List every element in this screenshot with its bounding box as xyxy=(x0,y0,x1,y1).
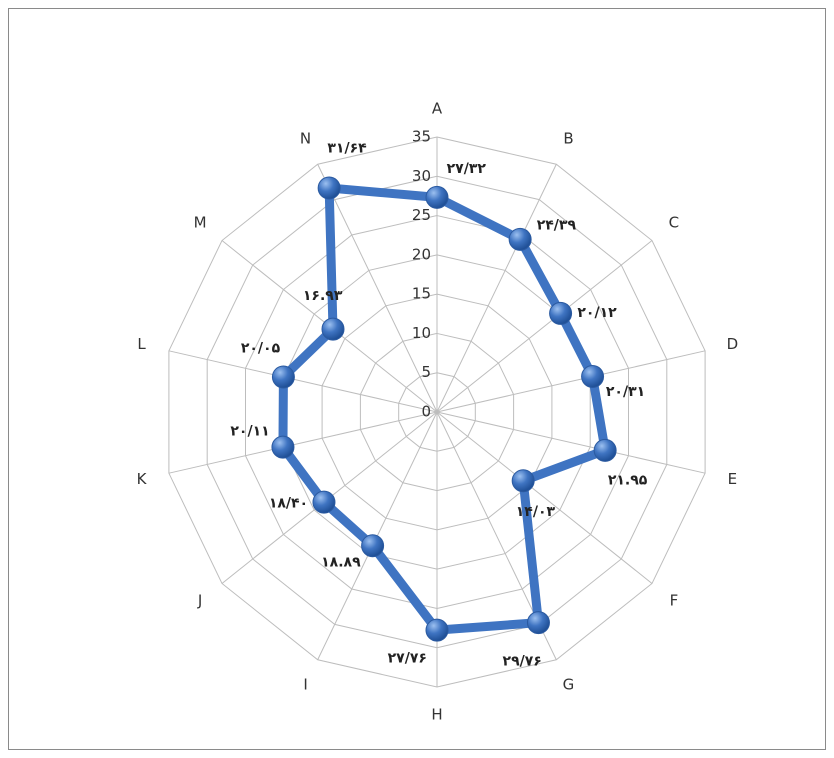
y-tick-label: 35 xyxy=(412,128,431,146)
y-tick-label: 15 xyxy=(412,285,431,303)
category-label: N xyxy=(300,130,311,148)
value-label: ۲۰/۱۱ xyxy=(230,424,269,440)
category-label: H xyxy=(431,706,442,724)
value-label: ۲۹/۷۶ xyxy=(503,654,542,670)
data-point xyxy=(425,185,449,209)
y-tick-label: 10 xyxy=(412,324,431,342)
category-label: C xyxy=(669,214,679,232)
value-label: ۱۶.۹۳ xyxy=(303,288,343,304)
data-point xyxy=(549,301,573,325)
value-label: ۱۴/۰۳ xyxy=(516,504,556,520)
spoke xyxy=(168,350,438,413)
category-label: D xyxy=(727,335,739,353)
data-point xyxy=(361,534,385,558)
data-point xyxy=(593,438,617,462)
value-label: ۲۰/۰۵ xyxy=(241,341,281,357)
category-label: A xyxy=(432,100,443,118)
data-point xyxy=(271,435,295,459)
value-label: ۲۰/۳۱ xyxy=(606,384,645,400)
y-tick-label: 25 xyxy=(412,206,431,224)
spoke xyxy=(436,411,706,474)
y-tick-label: 20 xyxy=(412,245,431,263)
data-point xyxy=(321,317,345,341)
spoke xyxy=(317,164,438,413)
value-label: ۲۷/۷۶ xyxy=(388,650,427,666)
value-label: ۱۸.۸۹ xyxy=(321,554,361,570)
category-label: M xyxy=(194,214,207,232)
category-label: B xyxy=(563,130,573,148)
value-label: ۱۸/۴۰ xyxy=(269,496,308,512)
data-point xyxy=(425,618,449,642)
data-point xyxy=(508,227,532,251)
data-point xyxy=(271,365,295,389)
value-label: ۲۱.۹۵ xyxy=(608,472,648,488)
data-point xyxy=(317,176,341,200)
data-point xyxy=(511,469,535,493)
y-tick-label: 0 xyxy=(421,403,431,421)
spoke xyxy=(168,411,438,474)
category-label: I xyxy=(303,675,307,693)
value-label: ۲۷/۳۲ xyxy=(447,161,487,177)
category-label: L xyxy=(137,335,146,353)
category-label: G xyxy=(563,675,575,693)
category-label: E xyxy=(728,470,737,488)
value-label: ۳۱/۶۴ xyxy=(327,140,367,156)
spoke xyxy=(436,350,706,413)
spoke xyxy=(436,240,653,413)
y-tick-label: 30 xyxy=(412,167,431,185)
category-label: J xyxy=(197,591,202,609)
data-point xyxy=(581,364,605,388)
spoke xyxy=(436,411,653,584)
y-tick-label: 5 xyxy=(421,363,431,381)
value-label: ۲۰/۱۲ xyxy=(577,305,617,321)
value-label: ۲۴/۳۹ xyxy=(537,217,577,233)
chart-frame xyxy=(8,8,826,750)
data-point xyxy=(526,611,550,635)
category-label: K xyxy=(137,470,148,488)
spoke xyxy=(436,164,557,413)
category-label: F xyxy=(670,591,679,609)
data-point xyxy=(312,490,336,514)
